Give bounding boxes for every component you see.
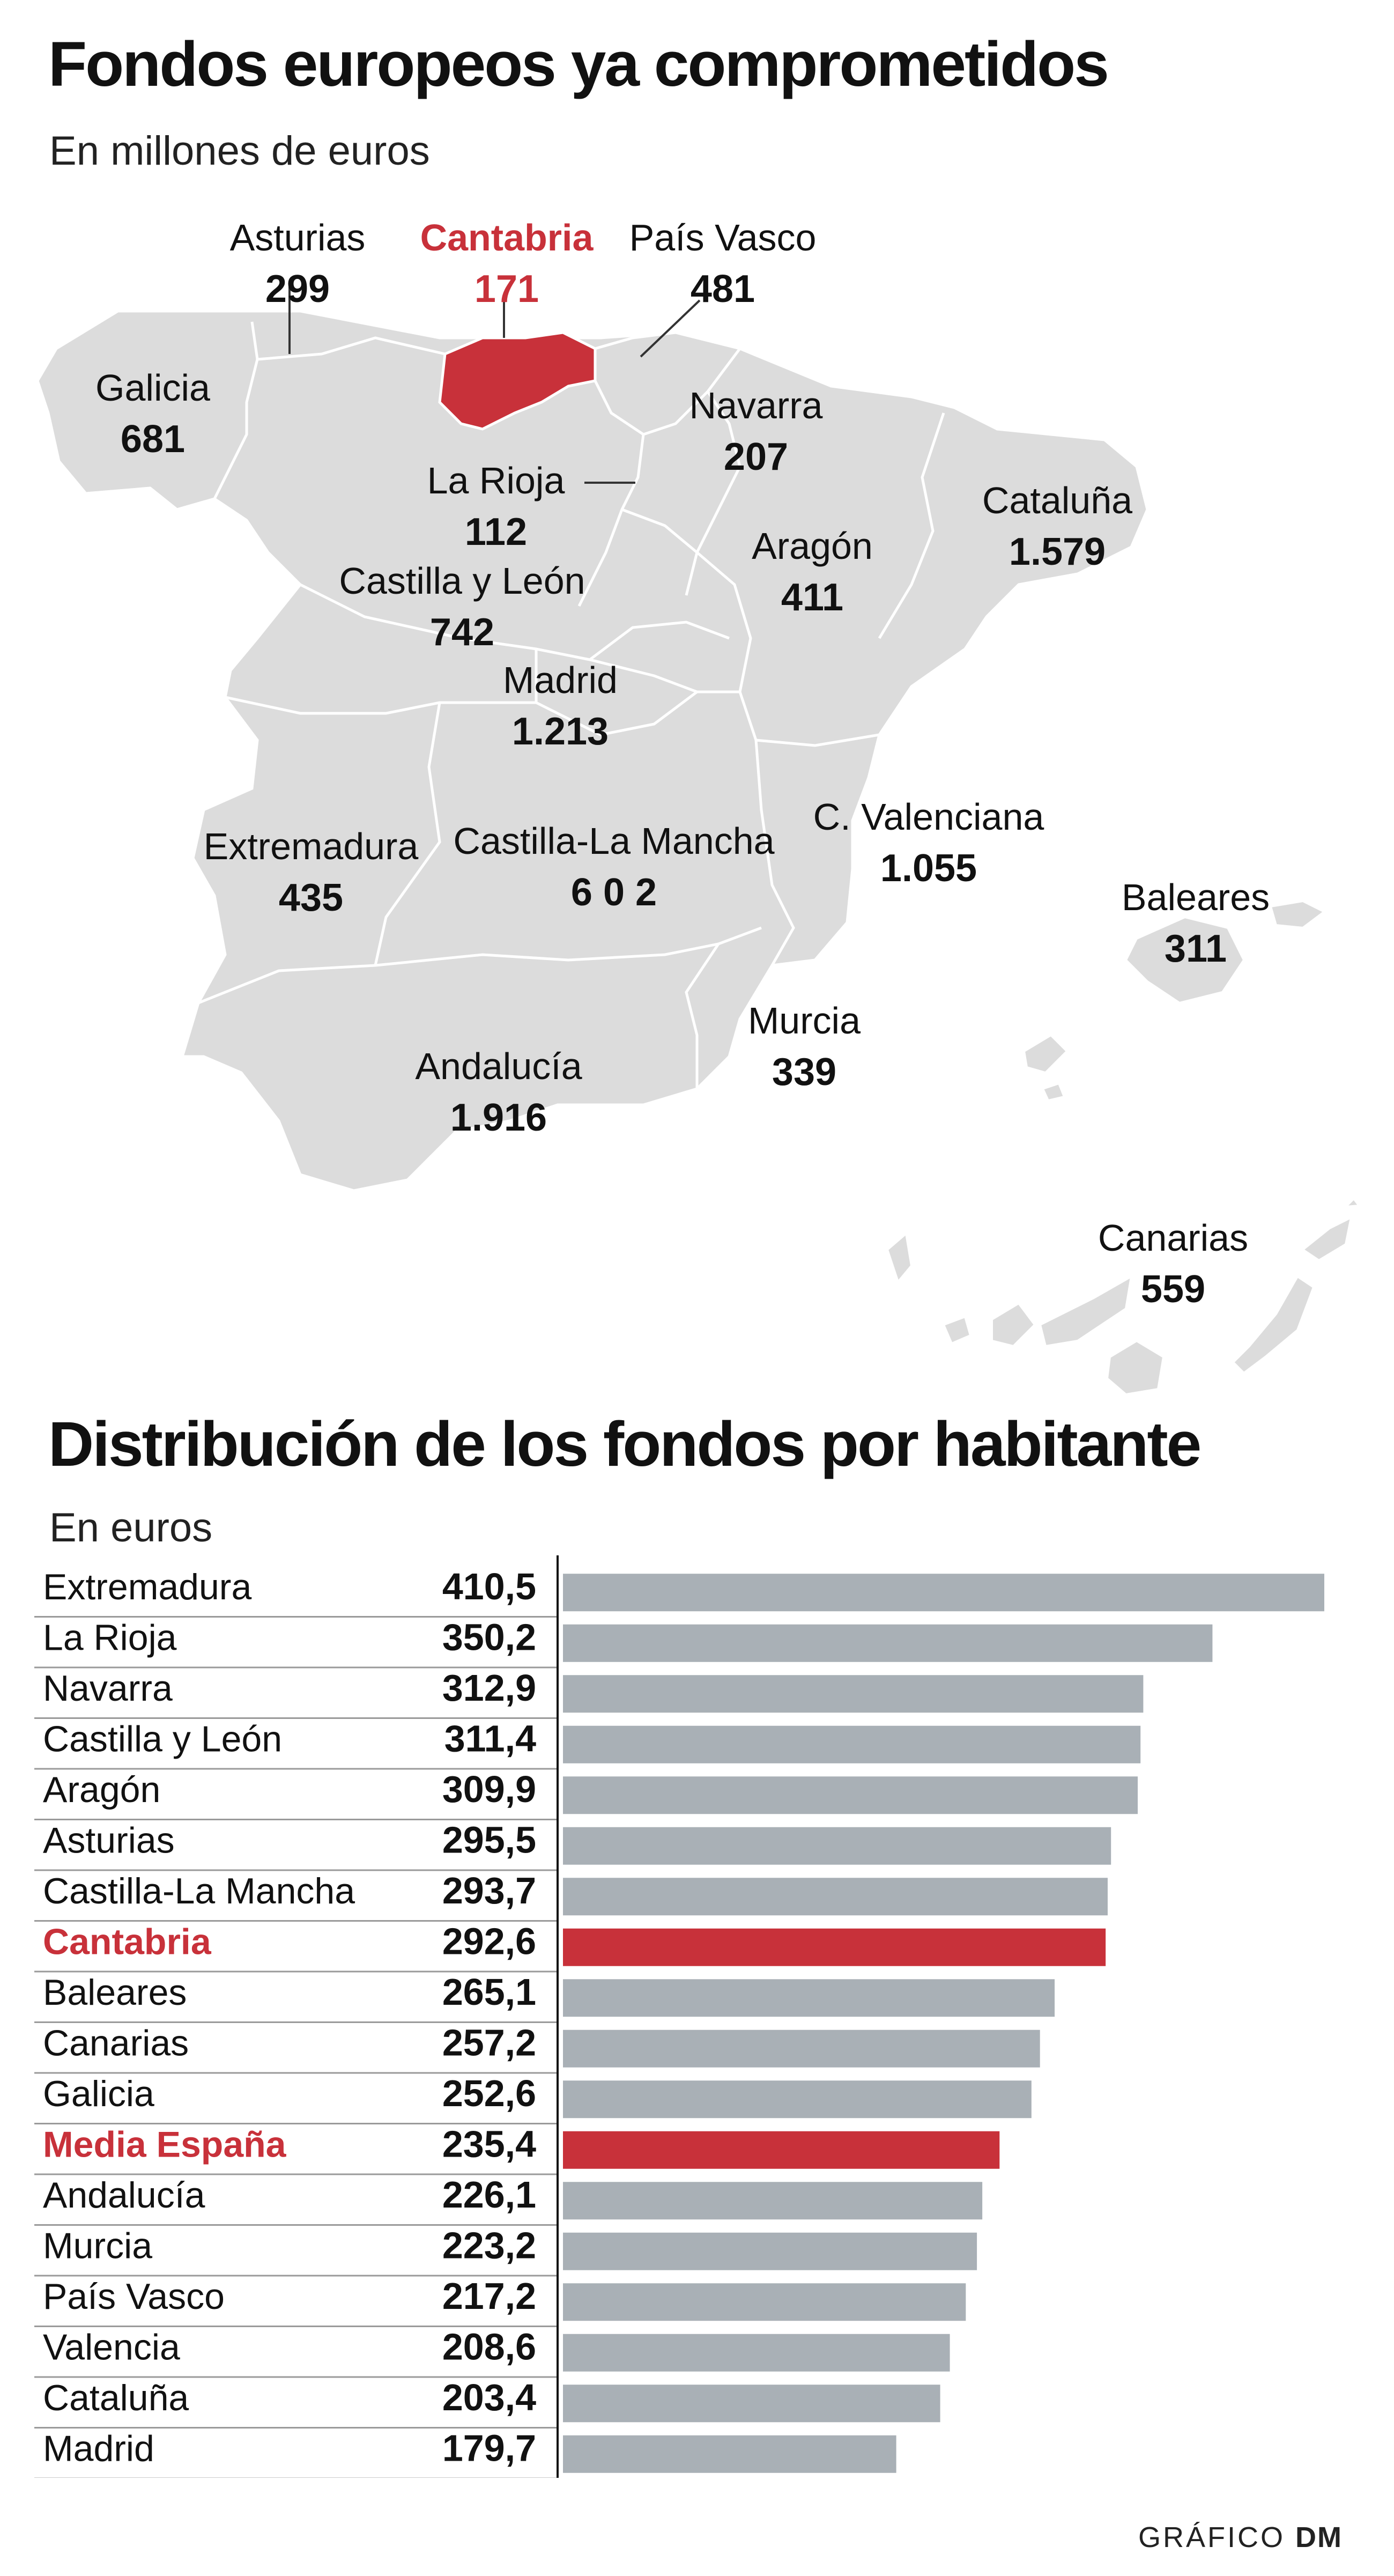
value-label-madrid: 179,7: [442, 2427, 536, 2469]
value-label-valencia: 208,6: [442, 2326, 536, 2368]
canarias-island-1: [886, 1231, 913, 1285]
cantabria-shape: [438, 331, 597, 431]
value-label-la-rioja: 350,2: [442, 1617, 536, 1658]
label-galicia: Galicia 681: [95, 367, 210, 461]
value-label-pais-vasco: 217,2: [442, 2275, 536, 2317]
bar-murcia: [563, 2232, 977, 2270]
value-label-baleares: 265,1: [442, 1971, 536, 2013]
value-label-navarra: 312,9: [442, 1667, 536, 1709]
label-cataluna: Cataluña 1.579: [982, 479, 1133, 573]
bar-aragon: [563, 1776, 1138, 1814]
category-label-la-rioja: La Rioja: [43, 1618, 177, 1658]
label-aragon: Aragón 411: [752, 525, 873, 619]
bar-la-rioja: [563, 1624, 1213, 1662]
canarias-islet: [1343, 1197, 1361, 1208]
canarias-island-2: [942, 1315, 972, 1345]
leader-lines: [288, 284, 701, 484]
category-label-pais-vasco: País Vasco: [43, 2276, 225, 2317]
label-madrid: Madrid 1.213: [503, 659, 618, 753]
value-label-castilla-la-mancha: 293,7: [442, 1870, 536, 1911]
label-cantabria: Cantabria 171: [420, 217, 594, 311]
ibiza-shape: [1022, 1034, 1069, 1074]
menorca-shape: [1269, 899, 1326, 929]
category-label-asturias: Asturias: [43, 1820, 175, 1861]
label-asturias: Asturias 299: [229, 217, 366, 311]
category-label-murcia: Murcia: [43, 2226, 152, 2267]
formentera-shape: [1041, 1082, 1066, 1102]
fuerteventura-shape: [1232, 1275, 1315, 1375]
value-label-andalucia: 226,1: [442, 2174, 536, 2216]
category-label-cataluna: Cataluña: [43, 2378, 189, 2418]
canarias-island-3: [991, 1302, 1036, 1348]
chart-title: Distribución de los fondos por habitante: [48, 1409, 1202, 1480]
label-la-rioja: La Rioja 112: [427, 460, 565, 553]
bar-andalucia: [563, 2182, 983, 2220]
value-label-aragon: 309,9: [442, 1768, 536, 1810]
label-navarra: Navarra 207: [689, 385, 823, 478]
bar-cantabria: [563, 1928, 1106, 1966]
credit-prefix: GRÁFICO: [1138, 2521, 1285, 2553]
category-label-baleares: Baleares: [43, 1972, 187, 2013]
label-castilla-la-mancha: Castilla-La Mancha 6 0 2: [453, 820, 775, 914]
category-label-castilla-la-mancha: Castilla-La Mancha: [43, 1871, 355, 1911]
bar-media-espana: [563, 2131, 1000, 2169]
label-baleares: Baleares 311: [1121, 876, 1270, 970]
value-label-media-espana: 235,4: [442, 2123, 536, 2165]
category-label-media-espana: Media España: [43, 2124, 287, 2165]
category-label-navarra: Navarra: [43, 1668, 173, 1709]
bar-navarra: [563, 1675, 1144, 1713]
bar-extremadura: [563, 1574, 1324, 1612]
bar-asturias: [563, 1827, 1111, 1865]
label-andalucia: Andalucía 1.916: [415, 1045, 582, 1139]
label-castilla-y-leon: Castilla y León 742: [339, 560, 585, 654]
spain-map-shapes: [36, 284, 1361, 1396]
gran-canaria-shape: [1106, 1339, 1165, 1396]
category-label-castilla-y-leon: Castilla y León: [43, 1719, 282, 1760]
value-label-cantabria: 292,6: [442, 1921, 536, 1962]
map-subtitle: En millones de euros: [49, 128, 430, 174]
bar-canarias: [563, 2029, 1040, 2068]
region-borders: [198, 321, 945, 1089]
credit-brand: DM: [1295, 2521, 1343, 2553]
value-label-extremadura: 410,5: [442, 1566, 536, 1607]
tenerife-shape: [1039, 1274, 1133, 1348]
map-title: Fondos europeos ya comprometidos: [48, 29, 1109, 100]
category-label-galicia: Galicia: [43, 2073, 154, 2114]
value-label-castilla-y-leon: 311,4: [444, 1718, 536, 1760]
category-label-aragon: Aragón: [43, 1769, 160, 1810]
value-label-canarias: 257,2: [442, 2022, 536, 2064]
lanzarote-shape: [1301, 1215, 1353, 1262]
value-label-cataluna: 203,4: [442, 2376, 536, 2418]
graphic-credit: GRÁFICO DM: [1138, 2521, 1343, 2554]
label-extremadura: Extremadura 435: [203, 825, 419, 919]
category-label-extremadura: Extremadura: [43, 1567, 251, 1607]
bar-galicia: [563, 2080, 1032, 2119]
bar-castilla-la-mancha: [563, 1878, 1108, 1916]
value-label-galicia: 252,6: [442, 2072, 536, 2114]
chart-subtitle: En euros: [49, 1505, 213, 1551]
value-label-asturias: 295,5: [442, 1819, 536, 1861]
spain-map: Galicia 681 Asturias 299 Cantabria 171 País…: [0, 177, 1394, 1400]
category-label-madrid: Madrid: [43, 2429, 154, 2469]
bar-baleares: [563, 1979, 1055, 2017]
category-label-cantabria: Cantabria: [43, 1922, 212, 1962]
value-label-murcia: 223,2: [442, 2225, 536, 2267]
category-label-valencia: Valencia: [43, 2327, 180, 2368]
per-capita-bar-chart: Extremadura 410,5 La Rioja 350,2 Navarra 312,…: [34, 1555, 1324, 2478]
label-canarias: Canarias 559: [1098, 1217, 1249, 1311]
bar-castilla-y-leon: [563, 1725, 1141, 1763]
bar-valencia: [563, 2334, 950, 2372]
bar-madrid: [563, 2435, 896, 2473]
bar-pais-vasco: [563, 2283, 966, 2321]
bar-cataluna: [563, 2385, 940, 2423]
label-c-valenciana: C. Valenciana 1.055: [813, 796, 1044, 890]
label-murcia: Murcia 339: [747, 1000, 861, 1094]
mallorca-shape: [1124, 916, 1245, 1005]
category-label-canarias: Canarias: [43, 2023, 189, 2064]
label-pais-vasco: País Vasco 481: [629, 217, 817, 311]
category-label-andalucia: Andalucía: [43, 2175, 205, 2216]
